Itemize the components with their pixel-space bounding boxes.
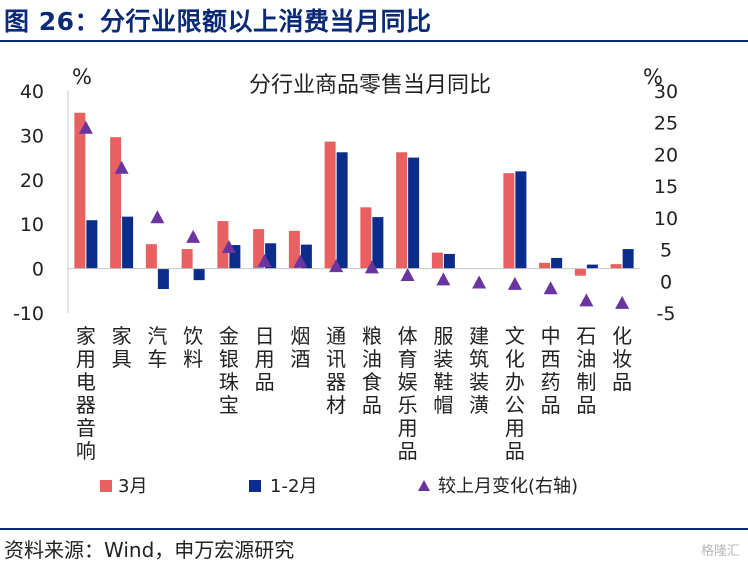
bar-1-2m [122, 216, 134, 269]
left-axis-ticks: 40 30 20 10 0 -10 [13, 81, 44, 325]
left-tick-label: 10 [20, 214, 44, 236]
right-axis-ticks: 30 25 20 15 10 5 0 -5 [654, 81, 678, 325]
bar-3m [253, 229, 265, 269]
category-labels: 家用电器音响家具汽车饮料金银珠宝日用品烟酒通讯器材粮油食品体育娱乐用品服装鞋帽建… [76, 324, 632, 463]
bars [74, 112, 634, 290]
bar-3m [539, 262, 551, 269]
category-label: 汽车 [147, 324, 167, 371]
category-label: 日用品 [255, 324, 275, 394]
watermark: 格隆汇 [700, 544, 740, 559]
bar-3m [110, 137, 122, 269]
legend: 3月 1-2月 较上月变化(右轴) [100, 476, 578, 497]
change-marker [293, 254, 308, 268]
change-marker [78, 120, 93, 134]
bar-1-2m [586, 264, 598, 269]
left-tick-label: -10 [13, 303, 44, 325]
bar-1-2m [408, 157, 420, 269]
legend-label-change: 较上月变化(右轴) [438, 476, 578, 497]
change-markers [78, 120, 630, 309]
bar-3m [181, 249, 193, 269]
category-label: 化妆品 [612, 324, 632, 394]
bar-3m [288, 230, 300, 269]
category-label: 中西药品 [541, 324, 561, 417]
bar-3m [360, 207, 372, 269]
left-tick-label: 40 [20, 81, 44, 103]
bar-1-2m [229, 245, 241, 269]
bar-1-2m [622, 249, 634, 269]
category-label: 体育娱乐用品 [398, 324, 418, 463]
left-tick-label: 0 [32, 259, 44, 281]
category-label: 石油制品 [576, 324, 596, 417]
bar-1-2m [265, 243, 277, 269]
change-marker [329, 259, 344, 273]
right-tick-label: 5 [660, 240, 672, 262]
source-note: 资料来源：Wind，申万宏源研究 [4, 538, 295, 562]
figure-title: 图 26：分行业限额以上消费当月同比 [4, 7, 432, 36]
chart-title: 分行业商品零售当月同比 [249, 73, 491, 98]
bar-3m [74, 112, 86, 269]
y-axis-label-right: % [643, 65, 663, 89]
bar-3m [574, 268, 586, 276]
right-tick-label: 15 [654, 176, 678, 198]
category-label: 烟酒 [290, 324, 310, 371]
title-rule [0, 40, 748, 42]
bar-1-2m [86, 220, 98, 269]
legend-label-1-2m: 1-2月 [270, 476, 317, 497]
left-tick-label: 20 [20, 170, 44, 192]
right-tick-label: 0 [660, 271, 672, 293]
change-marker [257, 253, 272, 267]
change-marker [114, 160, 129, 174]
bar-1-2m [193, 268, 205, 281]
change-marker [579, 293, 594, 307]
category-label: 家具 [112, 324, 132, 371]
change-marker [543, 281, 558, 295]
category-label: 通讯器材 [326, 324, 346, 417]
right-tick-label: 30 [654, 81, 678, 103]
bar-1-2m [157, 268, 169, 290]
bar-1-2m [372, 217, 384, 269]
category-label: 服装鞋帽 [433, 324, 453, 417]
category-label: 建筑装潢 [469, 324, 489, 417]
category-label: 家用电器音响 [76, 324, 96, 463]
bar-1-2m [336, 152, 348, 269]
bar-3m [217, 221, 229, 269]
change-marker [436, 272, 451, 286]
category-label: 金银珠宝 [219, 324, 239, 417]
legend-swatch-1-2m [249, 480, 261, 492]
bar-3m [324, 141, 336, 269]
change-marker [615, 295, 630, 309]
change-marker [364, 260, 379, 274]
legend-label-3m: 3月 [118, 476, 147, 497]
bar-1-2m [515, 171, 527, 269]
source-rule [0, 528, 748, 530]
bar-1-2m [551, 257, 563, 269]
bar-1-2m [300, 244, 312, 269]
category-label: 文化办公用品 [505, 324, 525, 463]
bar-1-2m [443, 253, 455, 269]
bar-3m [610, 264, 622, 269]
legend-swatch-change [418, 480, 430, 491]
right-tick-label: -5 [657, 303, 676, 325]
change-marker [400, 267, 415, 281]
category-label: 饮料 [183, 324, 203, 371]
right-tick-label: 25 [654, 113, 678, 135]
change-marker [507, 276, 522, 290]
legend-swatch-3m [100, 480, 112, 492]
chart: 分行业商品零售当月同比 % % 40 30 20 10 0 -10 30 25 20 15 10 5… [13, 65, 678, 497]
change-marker [221, 240, 236, 254]
change-marker [472, 275, 487, 289]
bar-3m [503, 173, 515, 269]
change-marker [150, 210, 165, 224]
right-tick-label: 10 [654, 208, 678, 230]
bar-3m [396, 152, 408, 269]
category-label: 粮油食品 [362, 324, 382, 417]
y-axis-label-left: % [72, 65, 92, 89]
bar-3m [431, 252, 443, 269]
change-marker [186, 229, 201, 243]
bar-3m [145, 244, 157, 269]
right-tick-label: 20 [654, 144, 678, 166]
left-tick-label: 30 [20, 125, 44, 147]
